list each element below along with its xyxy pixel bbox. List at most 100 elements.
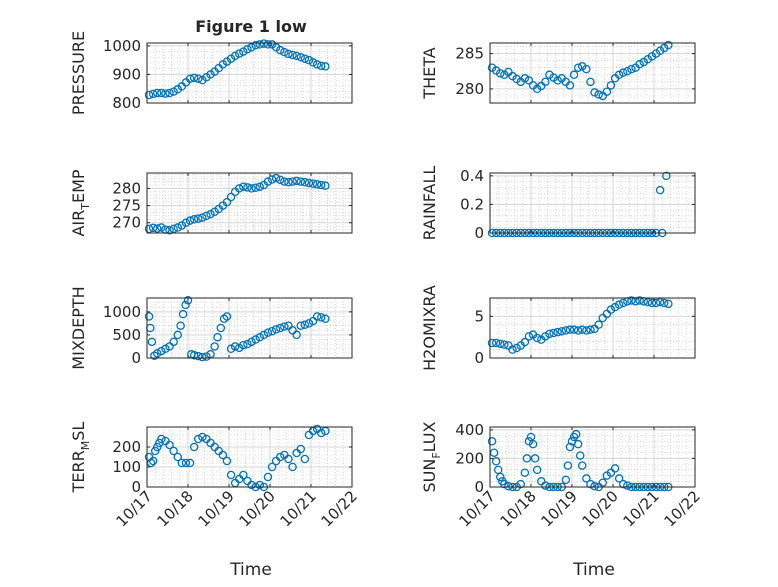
data-point (614, 70, 624, 80)
y-axis-label-main: AIR (69, 210, 88, 237)
data-point (148, 223, 158, 233)
data-point (321, 314, 330, 324)
data-point (300, 178, 310, 187)
y-axis-label-main: SUN (420, 459, 439, 493)
data-point (189, 215, 199, 224)
y-tick-label: 500 (112, 326, 141, 344)
data-point (623, 481, 632, 490)
data-point (619, 298, 628, 308)
data-point (169, 337, 178, 347)
y-axis-label: AIRTEMP (69, 169, 92, 236)
data-point (165, 440, 174, 450)
data-point (660, 298, 669, 308)
data-point (522, 454, 532, 463)
data-point (594, 90, 603, 99)
data-point (243, 339, 252, 349)
y-tick-label: 900 (112, 65, 141, 83)
x-tick-label: 10/21 (620, 487, 663, 530)
data-point (530, 454, 540, 463)
data-point (487, 437, 497, 446)
y-axis-label: SUNFLUX (420, 421, 443, 492)
data-point (541, 77, 550, 87)
data-point (586, 325, 595, 334)
data-point (602, 87, 612, 96)
data-point (582, 64, 591, 74)
data-point (520, 337, 530, 347)
data-point (561, 326, 571, 335)
figure-title: Figure 1 low (195, 17, 307, 36)
data-point (300, 54, 310, 63)
data-point (193, 74, 203, 83)
axes-box (146, 172, 353, 234)
data-point (267, 462, 277, 472)
data-point (569, 325, 579, 334)
data-point (664, 40, 673, 50)
data-point (280, 322, 289, 331)
data-point (239, 47, 248, 56)
y-tick-label: 200 (455, 449, 484, 467)
data-point (312, 60, 322, 69)
axes-box (489, 42, 696, 104)
data-point (304, 55, 314, 65)
data-point (251, 183, 260, 192)
data-point (316, 313, 326, 322)
data-point (239, 470, 248, 480)
data-point (586, 77, 595, 87)
data-point (144, 90, 154, 100)
data-point (627, 64, 636, 74)
subplot-5: 0 500 1000 MIXDEPTH (69, 286, 353, 370)
y-tick-label: 0 (474, 478, 484, 496)
data-point (148, 89, 158, 99)
y-axis-label: H2OMIXRA (420, 285, 439, 371)
data-point (280, 47, 289, 57)
data-point (150, 446, 160, 456)
y-tick-label: 5 (474, 307, 484, 325)
data-point (152, 224, 162, 233)
data-point (259, 39, 269, 48)
data-point (582, 326, 591, 335)
data-point (230, 342, 240, 351)
data-point (275, 45, 285, 55)
x-tick-label: 10/18 (154, 487, 197, 530)
axes-background (147, 298, 352, 358)
y-tick-label: 1000 (103, 303, 141, 321)
data-point (193, 214, 203, 223)
data-point (202, 352, 211, 361)
y-axis-label-tail: LUX (420, 421, 439, 452)
y-tick-label: 800 (112, 94, 141, 112)
data-point (635, 59, 644, 69)
subplot-4: 0 0.2 0.4 RAINFALL (420, 166, 696, 242)
data-point (541, 481, 550, 490)
data-point (222, 456, 232, 466)
data-point (271, 173, 281, 183)
data-point (173, 223, 182, 232)
data-point (177, 458, 187, 468)
data-point (586, 479, 595, 489)
data-point (284, 178, 293, 187)
data-point (549, 328, 558, 338)
data-point (202, 211, 211, 221)
data-point (247, 337, 256, 347)
data-point (243, 45, 252, 54)
data-point (263, 328, 273, 337)
data-point (275, 323, 285, 333)
data-point (263, 177, 273, 186)
data-point (213, 332, 222, 342)
data-point (292, 51, 301, 61)
data-point (189, 73, 199, 83)
data-point (296, 177, 305, 186)
data-point (296, 53, 305, 62)
data-point (524, 332, 534, 341)
y-tick-label: 280 (112, 179, 141, 197)
data-point (144, 224, 154, 234)
y-axis-label: TERRMSL (69, 422, 92, 494)
data-point (169, 446, 178, 456)
data-point (610, 464, 620, 473)
axes-box (146, 297, 353, 359)
data-point (216, 323, 226, 333)
data-point (152, 442, 162, 452)
y-tick-label: 0 (474, 224, 484, 242)
data-point (565, 442, 575, 452)
